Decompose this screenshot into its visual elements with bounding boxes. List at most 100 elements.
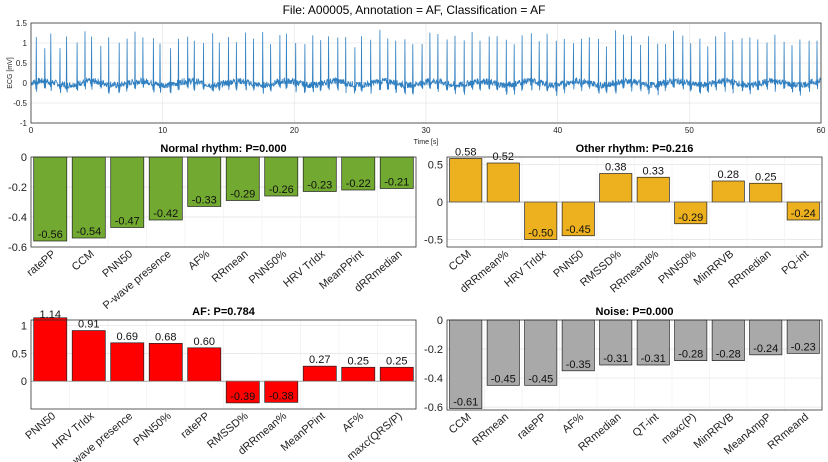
normal-bar [341, 156, 376, 191]
ecg-x-tick-label: 20 [290, 126, 299, 135]
af-value-label: 0.25 [348, 355, 369, 367]
normal-bar [148, 156, 183, 221]
other-value-label: -0.50 [528, 228, 553, 240]
noise-chart: -0.6 -0.4 -0.2 0 -0.61 CCM -0.45 RRmean -0.45 rat… [424, 306, 823, 457]
ecg-x-tick-label: 10 [158, 126, 167, 135]
af-y-tick-label: 1 [21, 321, 27, 333]
other-chart-title: Other rhythm: P=0.216 [576, 143, 694, 155]
normal-x-tick-label: CCM [70, 248, 97, 273]
other-value-label: 0.25 [755, 171, 776, 183]
other-value-label: -0.29 [678, 212, 703, 224]
other-bar [749, 182, 783, 203]
other-x-tick-label: HRV TrIdx [502, 248, 549, 290]
af-plot-frame [30, 319, 417, 410]
af-bar [33, 317, 68, 382]
af-value-label: -0.39 [230, 391, 255, 403]
normal-y-tick-label: -0.6 [8, 242, 27, 254]
af-bar [302, 365, 337, 382]
noise-bar [599, 319, 633, 366]
normal-bar [379, 156, 414, 189]
normal-bar [225, 156, 260, 201]
ecg-y-tick-label: -0.5 [13, 99, 27, 108]
noise-value-label: -0.45 [491, 373, 516, 385]
noise-value-label: -0.35 [566, 359, 591, 371]
ecg-y-tick-label: 0 [23, 79, 28, 88]
noise-x-tick-label: RRmeand [766, 411, 812, 452]
noise-value-label: -0.28 [716, 349, 741, 361]
normal-value-label: -0.23 [307, 180, 332, 192]
other-bar [636, 176, 670, 203]
normal-bar [71, 156, 106, 239]
normal-value-label: -0.26 [269, 184, 294, 196]
other-bar [486, 162, 520, 203]
ecg-y-tick-label: 1 [23, 39, 28, 48]
other-y-tick-label: -0.5 [424, 235, 443, 247]
noise-bar [524, 319, 558, 386]
noise-value-label: -0.24 [753, 343, 778, 355]
af-bar [187, 347, 222, 382]
normal-value-label: -0.56 [38, 229, 63, 241]
other-x-tick-label: PQ-int [780, 248, 812, 277]
normal-y-tick-label: -0.2 [8, 182, 27, 194]
other-value-label: 0.38 [605, 162, 626, 174]
ecg-y-axis-label: ECG [mV] [7, 57, 14, 89]
ecg-chart: 0 10 20 30 40 50 60 -1 -0.5 0 0.5 1 1.5 Time [s] ECG [… [7, 19, 826, 146]
noise-value-label: -0.23 [791, 341, 816, 353]
other-bar [449, 158, 483, 203]
noise-plot-frame [446, 319, 823, 411]
af-x-tick-label: PNN50 [23, 410, 58, 442]
other-x-tick-label: PNN50 [551, 248, 586, 280]
normal-bar [33, 156, 68, 242]
normal-bar [187, 156, 222, 207]
other-value-label: -0.24 [791, 208, 816, 220]
ecg-x-tick-label: 0 [29, 126, 34, 135]
normal-value-label: -0.54 [76, 226, 101, 238]
noise-y-tick-label: 0 [437, 315, 443, 327]
normal-plot-frame [30, 156, 417, 248]
noise-x-tick-label: QT-int [631, 411, 662, 439]
noise-value-label: -0.31 [641, 353, 666, 365]
other-bar [599, 173, 633, 203]
af-value-label: 0.27 [309, 354, 330, 366]
noise-x-tick-label: CCM [447, 411, 474, 436]
ecg-x-tick-label: 60 [817, 126, 826, 135]
ecg-x-tick-label: 30 [422, 126, 431, 135]
noise-value-label: -0.28 [678, 349, 703, 361]
normal-x-tick-label: RRmean [210, 248, 251, 285]
normal-value-label: -0.21 [384, 177, 409, 189]
ecg-y-tick-label: 1.5 [16, 19, 28, 28]
af-value-label: 0.25 [386, 355, 407, 367]
noise-value-label: -0.31 [603, 353, 628, 365]
normal-x-tick-label: PNN50 [100, 248, 135, 280]
noise-x-tick-label: RRmean [470, 411, 511, 448]
normal-value-label: -0.47 [115, 216, 140, 228]
af-chart-title: AF: P=0.784 [192, 306, 256, 318]
ecg-y-tick-label: 0.5 [16, 59, 28, 68]
noise-bar [486, 319, 520, 386]
af-bar [71, 330, 106, 382]
noise-y-tick-label: -0.4 [424, 373, 443, 385]
noise-bar [674, 319, 708, 361]
af-x-tick-label: ratePP [179, 410, 212, 441]
noise-y-tick-label: -0.6 [424, 402, 443, 414]
ecg-x-tick-label: 40 [553, 126, 562, 135]
noise-bar [636, 319, 670, 366]
af-bar [379, 366, 414, 382]
normal-value-label: -0.29 [230, 189, 255, 201]
normal-y-tick-label: -0.4 [8, 212, 27, 224]
af-x-tick-label: AF% [340, 410, 366, 435]
other-y-tick-label: 0.5 [428, 160, 443, 172]
ecg-x-axis-label: Time [s] [414, 139, 439, 146]
other-bar [561, 201, 595, 237]
af-value-label: 0.68 [155, 331, 176, 343]
ecg-x-tick-label: 50 [685, 126, 694, 135]
normal-chart-title: Normal rhythm: P=0.000 [160, 143, 286, 155]
noise-bar [749, 319, 783, 356]
af-bar [110, 342, 145, 382]
other-plot-frame [446, 156, 823, 248]
noise-value-label: -0.45 [528, 373, 553, 385]
af-bar [341, 366, 376, 382]
